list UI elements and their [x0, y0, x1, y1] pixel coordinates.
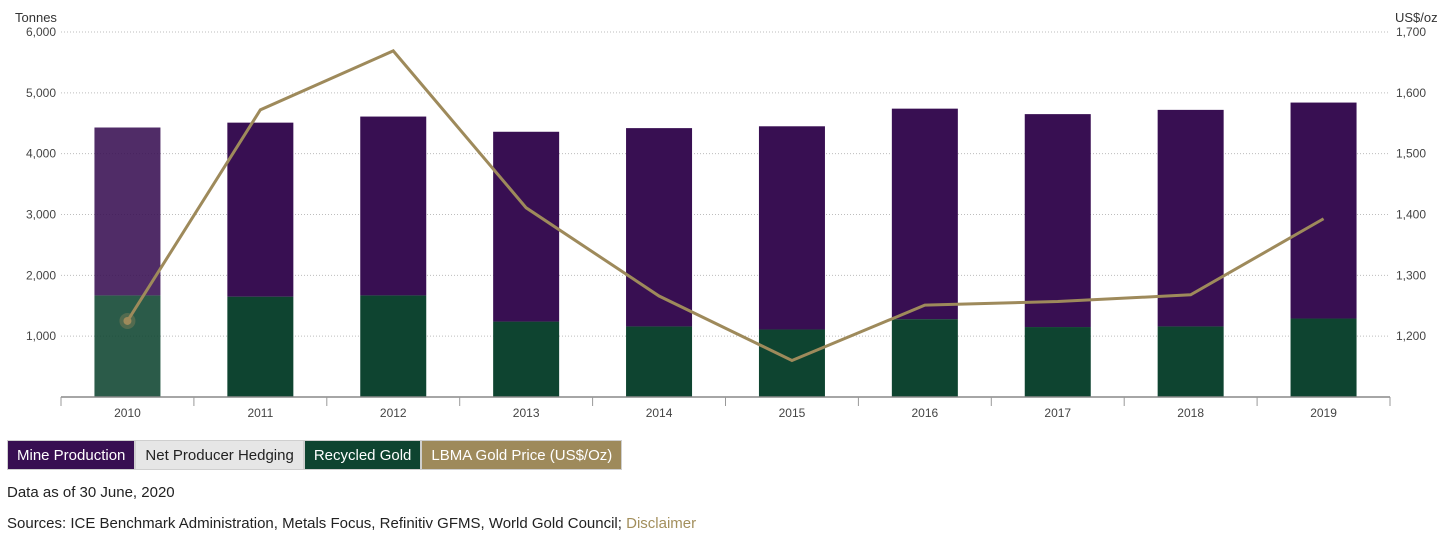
gold-supply-chart: Tonnes US$/oz 1,000 2,000 3,000 4,000 5,000 6…: [15, 10, 1438, 420]
bar-recycled-gold-2016: [891, 319, 958, 397]
sources-note: Sources: ICE Benchmark Administration, M…: [7, 515, 696, 532]
x-tick-label: 2011: [247, 406, 273, 420]
axes: Tonnes US$/oz 1,000 2,000 3,000 4,000 5,000 6…: [15, 10, 1438, 420]
gold-price-point: [123, 316, 132, 325]
legend-item-recycled-gold[interactable]: Recycled Gold: [303, 440, 422, 470]
bars: [94, 102, 1357, 397]
bar-mine-production-2012: [360, 116, 427, 296]
price-line: [119, 49, 1325, 363]
bar-recycled-gold-2010: [94, 295, 161, 397]
x-tick-label: 2017: [1044, 406, 1071, 420]
bar-recycled-gold-2011: [227, 296, 294, 397]
bar-mine-production-2011: [227, 122, 294, 297]
left-tick-label: 5,000: [26, 86, 56, 100]
disclaimer-link[interactable]: Disclaimer: [626, 515, 697, 532]
bar-mine-production-2014: [626, 128, 693, 327]
left-axis-label: Tonnes: [15, 10, 57, 25]
x-tick-label: 2013: [513, 406, 540, 420]
bar-recycled-gold-2013: [493, 321, 560, 397]
bar-mine-production-2018: [1157, 109, 1224, 327]
left-tick-label: 6,000: [26, 25, 56, 39]
left-tick-label: 3,000: [26, 208, 56, 222]
x-tick-label: 2014: [646, 406, 673, 420]
x-tick-label: 2019: [1310, 406, 1337, 420]
bar-mine-production-2017: [1024, 114, 1091, 328]
chart-legend: Mine Production Net Producer Hedging Rec…: [7, 440, 623, 470]
bar-recycled-gold-2014: [626, 326, 693, 397]
bar-recycled-gold-2017: [1024, 327, 1091, 397]
x-tick-label: 2015: [779, 406, 806, 420]
left-tick-label: 4,000: [26, 147, 56, 161]
data-as-of-note: Data as of 30 June, 2020: [7, 484, 175, 501]
bar-recycled-gold-2012: [360, 295, 427, 397]
left-tick-label: 2,000: [26, 268, 56, 282]
x-tick-label: 2010: [114, 406, 141, 420]
right-tick-label: 1,600: [1396, 86, 1426, 100]
bar-recycled-gold-2018: [1157, 326, 1224, 397]
bar-mine-production-2010: [94, 127, 161, 296]
left-tick-label: 1,000: [26, 329, 56, 343]
bar-mine-production-2016: [891, 108, 958, 320]
bar-recycled-gold-2019: [1290, 318, 1357, 397]
sources-text: Sources: ICE Benchmark Administration, M…: [7, 515, 622, 532]
x-tick-label: 2018: [1177, 406, 1204, 420]
right-tick-label: 1,500: [1396, 147, 1426, 161]
legend-item-net-producer-hedging[interactable]: Net Producer Hedging: [135, 440, 304, 470]
bar-mine-production-2013: [493, 131, 560, 322]
bar-mine-production-2019: [1290, 102, 1357, 319]
bar-mine-production-2015: [758, 126, 825, 330]
right-tick-label: 1,300: [1396, 268, 1426, 282]
right-axis-label: US$/oz: [1395, 10, 1438, 25]
legend-item-mine-production[interactable]: Mine Production: [7, 440, 136, 470]
legend-item-lbma-gold-price[interactable]: LBMA Gold Price (US$/Oz): [421, 440, 623, 470]
gold-price-line: [126, 49, 1325, 363]
bar-recycled-gold-2015: [758, 329, 825, 397]
x-tick-label: 2012: [380, 406, 407, 420]
right-tick-label: 1,700: [1396, 25, 1426, 39]
right-tick-label: 1,400: [1396, 208, 1426, 222]
right-tick-label: 1,200: [1396, 329, 1426, 343]
x-tick-label: 2016: [911, 406, 938, 420]
